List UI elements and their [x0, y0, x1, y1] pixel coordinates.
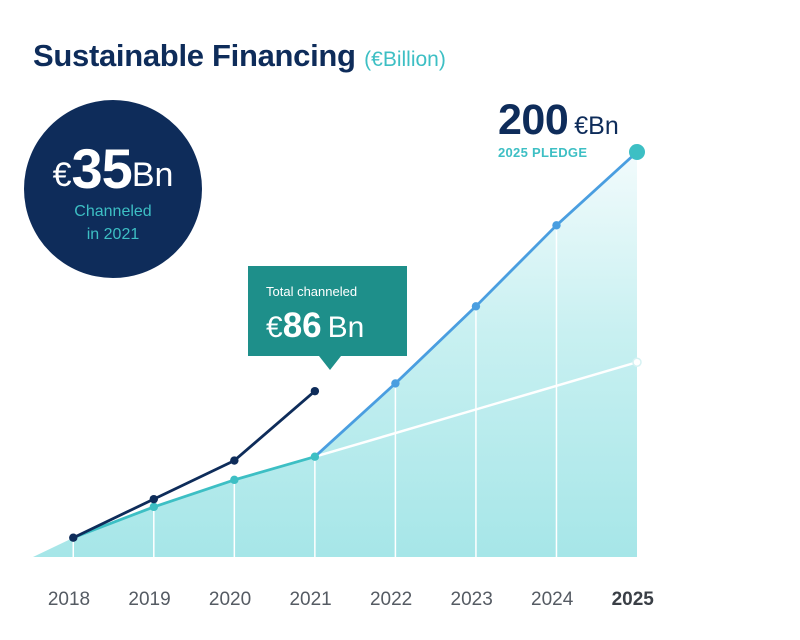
x-tick-label-2023: 2023: [451, 589, 493, 610]
pledge-label: 2025 PLEDGE: [498, 145, 588, 160]
series-0-point-1: [149, 494, 158, 504]
badge-caption-line2: in 2021: [86, 226, 140, 243]
series-0-point-3: [310, 386, 320, 396]
pledge-amount: 200 €Bn: [498, 96, 619, 145]
callout-unit: Bn: [327, 311, 365, 344]
series-1-point-2: [230, 475, 239, 485]
badge-currency: €: [52, 156, 72, 194]
series-line-1: [71, 455, 317, 540]
chart-title: Sustainable Financing: [33, 38, 356, 73]
pledge-unit: €Bn: [574, 112, 619, 140]
channeled-2021-badge: €35Bn Channeled in 2021: [24, 100, 202, 278]
badge-value: 35: [71, 137, 133, 200]
pledge-value: 200: [498, 96, 569, 144]
series-0-point-0: [69, 533, 78, 542]
chart-area-fill: [33, 152, 637, 557]
series-2-point-3: [552, 221, 561, 230]
callout-amount: €86 Bn: [266, 306, 364, 346]
series-1-point-3: [310, 452, 320, 461]
x-tick-label-2020: 2020: [209, 589, 251, 610]
series-2-point-4: [629, 144, 645, 160]
badge-unit: Bn: [131, 156, 174, 194]
callout-value: 86: [282, 306, 322, 345]
x-tick-label-2025: 2025: [612, 589, 655, 610]
x-tick-label-2018: 2018: [48, 589, 90, 610]
series-3-point-1: [632, 357, 642, 367]
callout-currency: €: [266, 311, 283, 344]
series-1-point-1: [149, 502, 158, 512]
x-tick-label-2022: 2022: [370, 589, 412, 610]
badge-caption: Channeled in 2021: [24, 200, 202, 246]
series-line-3: [313, 360, 639, 458]
badge-amount: €35Bn: [24, 136, 202, 201]
x-tick-label-2024: 2024: [531, 589, 574, 610]
callout-label: Total channeled: [266, 284, 358, 299]
series-2-point-2: [471, 302, 481, 311]
x-tick-label-2019: 2019: [128, 589, 170, 610]
x-tick-label-2021: 2021: [289, 589, 331, 610]
series-0-point-2: [230, 456, 239, 465]
series-2-point-1: [391, 379, 400, 388]
total-channeled-callout: Total channeled €86 Bn: [248, 266, 407, 370]
badge-caption-line1: Channeled: [74, 203, 152, 220]
series-line-0: [71, 389, 317, 540]
chart-title-row: Sustainable Financing (€Billion): [33, 38, 446, 74]
chart-subtitle: (€Billion): [364, 48, 446, 71]
